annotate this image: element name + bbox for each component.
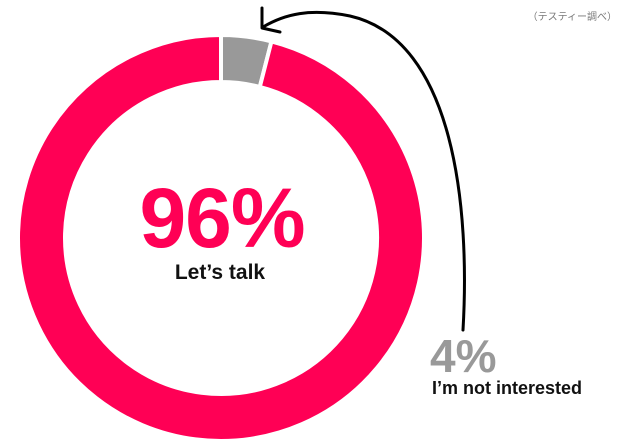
slice-lets-talk [16,32,426,440]
minor-label: I’m not interested [432,378,583,398]
main-label: Let’s talk [174,261,266,284]
source-note: （テスティー調べ） [527,12,617,23]
minor-percentage: 4% [430,330,497,382]
annotation-arrow [260,6,466,332]
main-percentage: 96% [139,171,305,265]
